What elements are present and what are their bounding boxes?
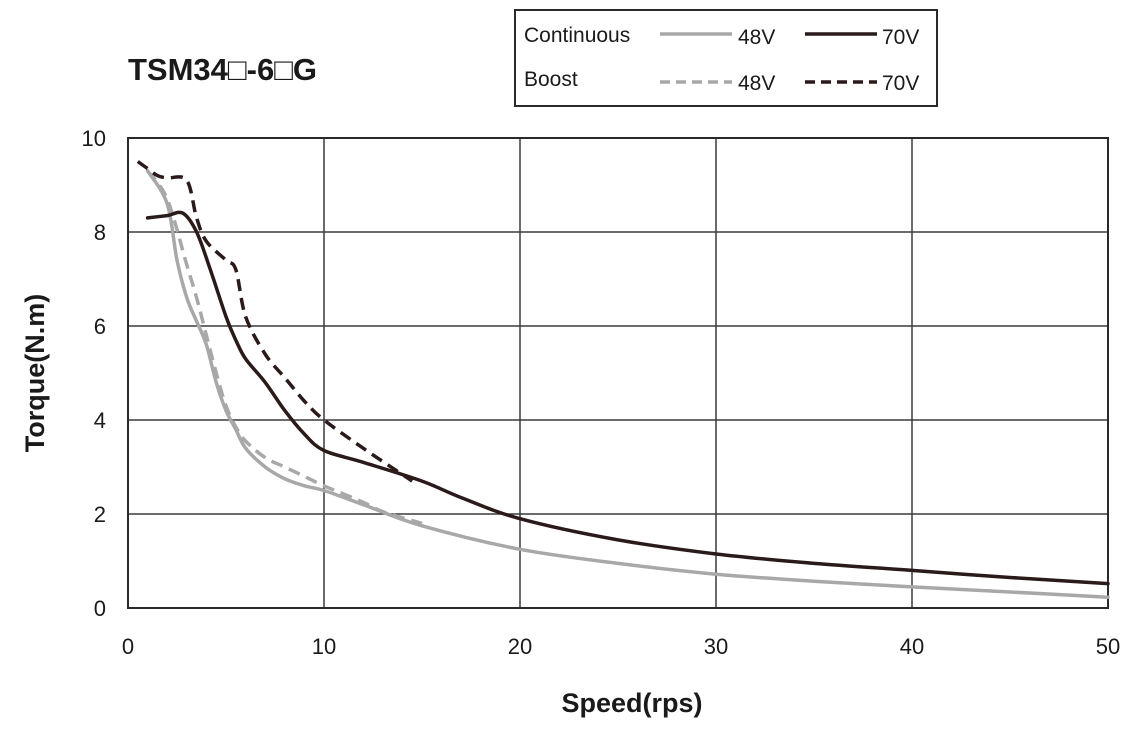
y-tick-label: 2 xyxy=(94,502,106,527)
legend-label-boost-70v: 70V xyxy=(882,72,919,95)
x-tick-label: 30 xyxy=(704,634,728,659)
x-tick-label: 20 xyxy=(508,634,532,659)
y-tick-label: 10 xyxy=(82,126,106,151)
x-tick-label: 10 xyxy=(312,634,336,659)
legend-label-continuous-48v: 48V xyxy=(738,26,775,49)
y-tick-label: 8 xyxy=(94,220,106,245)
series-line-continuous-70v xyxy=(145,210,1110,586)
legend-group-boost: Boost xyxy=(524,68,578,91)
legend-box xyxy=(514,9,938,107)
chart-title: TSM34□-6□G xyxy=(128,52,317,87)
legend-label-continuous-70v: 70V xyxy=(882,26,919,49)
y-tick-labels: 0 2 4 6 8 10 xyxy=(82,126,106,621)
x-tick-label: 0 xyxy=(122,634,134,659)
y-axis-label: Torque(N.m) xyxy=(20,294,50,452)
x-axis-label: Speed(rps) xyxy=(561,688,702,718)
legend-group-continuous: Continuous xyxy=(524,24,630,47)
plot-frame xyxy=(127,137,1109,609)
y-tick-label: 6 xyxy=(94,314,106,339)
series-line-boost-70v xyxy=(136,160,414,483)
x-tick-labels: 0 10 20 30 40 50 xyxy=(122,634,1120,659)
series-line-continuous-48v xyxy=(145,169,1110,599)
legend: Continuous Boost 48V 70V 48V 70V xyxy=(514,9,938,107)
series-line-boost-48v xyxy=(146,169,423,526)
y-tick-label: 0 xyxy=(94,596,106,621)
legend-label-boost-48v: 48V xyxy=(738,72,775,95)
x-tick-label: 50 xyxy=(1096,634,1120,659)
series-lines xyxy=(136,160,1110,599)
x-tick-label: 40 xyxy=(900,634,924,659)
y-tick-label: 4 xyxy=(94,408,106,433)
grid xyxy=(128,138,1108,608)
